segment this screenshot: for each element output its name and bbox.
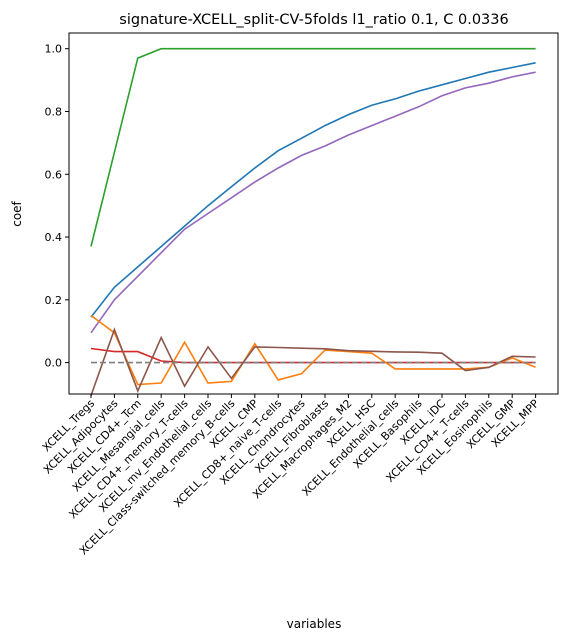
series-line-2 bbox=[90, 71, 536, 334]
plot-frame bbox=[68, 32, 559, 395]
chart-title: signature-XCELL_split-CV-5folds l1_ratio… bbox=[119, 12, 508, 28]
x-axis-label: variables bbox=[287, 617, 342, 631]
series-line-3 bbox=[90, 347, 536, 364]
y-tick-label: 0.4 bbox=[45, 231, 63, 244]
y-tick-label: 0.2 bbox=[45, 294, 63, 307]
x-axis: XCELL_TregsXCELL_AdipocytesXCELL_CD4+_Tc… bbox=[40, 394, 542, 557]
y-axis-label: coef bbox=[10, 200, 24, 226]
series-line-5 bbox=[90, 327, 536, 396]
y-tick-label: 1.0 bbox=[45, 43, 63, 56]
y-axis: 0.0 0.2 0.4 0.6 0.8 1.0 bbox=[45, 43, 69, 370]
series-line-4 bbox=[90, 314, 536, 386]
y-tick-label: 0.6 bbox=[45, 168, 63, 181]
y-tick-label: 0.0 bbox=[45, 357, 63, 370]
series-line-1 bbox=[90, 62, 536, 318]
plot-lines bbox=[90, 47, 536, 396]
y-tick-label: 0.8 bbox=[45, 105, 63, 118]
series-line-0 bbox=[90, 47, 536, 247]
